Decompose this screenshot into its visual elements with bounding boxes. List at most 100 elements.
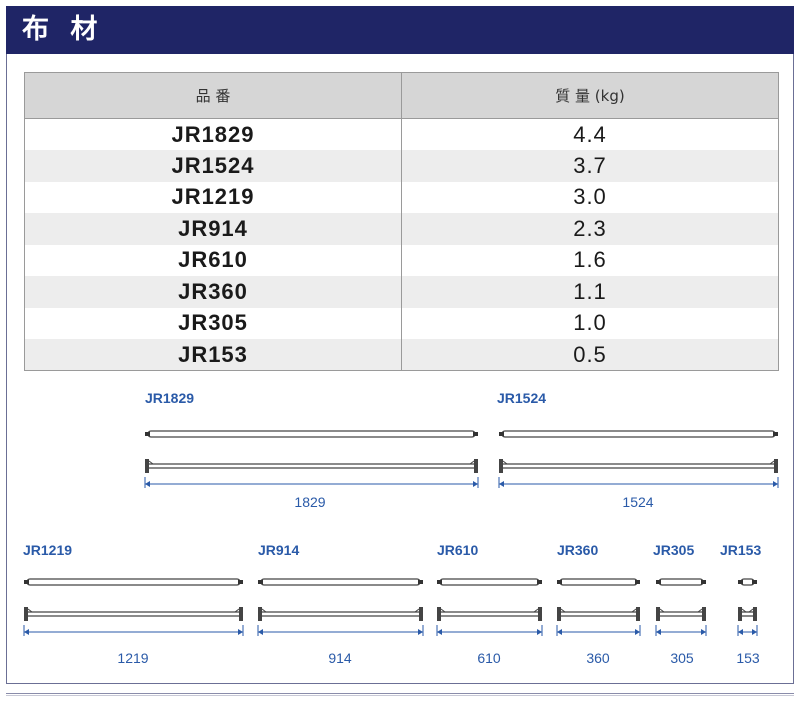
clamp-left: [557, 607, 561, 621]
clamp-hook-left: [741, 608, 747, 613]
dimension-arrow-right: [773, 481, 778, 487]
dimension-1219: 1219: [117, 650, 149, 666]
dimension-arrow-right: [537, 629, 542, 635]
tube-top-view: [147, 430, 476, 438]
clamp-left: [738, 607, 742, 621]
clamp-hook-right: [748, 608, 754, 613]
clamp-left: [656, 607, 660, 621]
part-number-cell: JR153: [24, 339, 402, 371]
dimension-arrow-left: [258, 629, 263, 635]
tube-end-left: [145, 432, 150, 436]
tube-end-left: [656, 580, 661, 584]
clamp-right: [753, 607, 757, 621]
clamp-right: [538, 607, 542, 621]
tube-end-left: [557, 580, 562, 584]
part-number-cell: JR360: [24, 276, 402, 308]
dimension-arrow-left: [24, 629, 29, 635]
dimension-1524: 1524: [622, 494, 654, 510]
part-number-cell: JR1829: [24, 118, 402, 150]
tube-end-right: [238, 580, 243, 584]
table-row: JR1524 3.7: [24, 150, 779, 182]
spec-table: 品 番 質 量 (kg) JR1829 4.4 JR1524 3.7 JR1219 3…: [24, 72, 779, 371]
tube-end-right: [537, 580, 542, 584]
drawing-label-jr610: JR610: [437, 542, 479, 558]
table-row: JR1829 4.4: [24, 118, 779, 150]
dimension-arrow-right: [418, 629, 423, 635]
tube-end-right: [418, 580, 423, 584]
clamp-left: [258, 607, 262, 621]
mass-cell: 1.6: [401, 244, 779, 276]
clamp-hook-left: [659, 608, 665, 613]
tube-top-view: [439, 578, 540, 586]
clamp-hook-right: [533, 608, 539, 613]
dimension-arrow-left: [738, 629, 743, 635]
tube-end-right: [701, 580, 706, 584]
table-row: JR914 2.3: [24, 213, 779, 245]
drawing-label-jr305: JR305: [653, 542, 695, 558]
table-row: JR1219 3.0: [24, 181, 779, 213]
clamp-right: [474, 459, 478, 473]
clamp-hook-left: [148, 460, 154, 465]
table-row: JR610 1.6: [24, 244, 779, 276]
tube-top-view: [501, 430, 776, 438]
tube-top-view: [260, 578, 421, 586]
dimension-arrow-left: [656, 629, 661, 635]
tube-end-left: [738, 580, 743, 584]
part-number-cell: JR1524: [24, 150, 402, 182]
drawing-label-jr1219: JR1219: [23, 542, 73, 558]
dimension-arrow-right: [752, 629, 757, 635]
clamp-hook-right: [414, 608, 420, 613]
dimension-arrow-right: [701, 629, 706, 635]
dimension-arrow-right: [635, 629, 640, 635]
mass-cell: 4.4: [401, 118, 779, 150]
tube-end-left: [24, 580, 29, 584]
clamp-hook-left: [261, 608, 267, 613]
clamp-right: [239, 607, 243, 621]
clamp-hook-right: [697, 608, 703, 613]
clamp-left: [24, 607, 28, 621]
table-row: JR153 0.5: [24, 339, 779, 371]
section-title: 布 材: [6, 6, 794, 54]
mass-cell: 2.3: [401, 213, 779, 245]
drawing-label-jr153: JR153: [720, 542, 762, 558]
table-row: JR360 1.1: [24, 276, 779, 308]
clamp-left: [499, 459, 503, 473]
mass-cell: 0.5: [401, 339, 779, 371]
tube-end-right: [473, 432, 478, 436]
clamp-right: [636, 607, 640, 621]
clamp-left: [437, 607, 441, 621]
clamp-hook-right: [769, 460, 775, 465]
column-header-mass: 質 量 (kg): [401, 72, 779, 119]
dimension-610: 610: [477, 650, 501, 666]
tube-end-right: [773, 432, 778, 436]
clamp-right: [702, 607, 706, 621]
clamp-hook-right: [234, 608, 240, 613]
bottom-divider: [6, 693, 794, 696]
clamp-hook-right: [469, 460, 475, 465]
dimension-arrow-left: [499, 481, 504, 487]
dimension-arrow-left: [437, 629, 442, 635]
part-number-cell: JR610: [24, 244, 402, 276]
table-header-row: 品 番 質 量 (kg): [24, 72, 779, 119]
dimension-914: 914: [328, 650, 352, 666]
dimension-arrow-left: [145, 481, 150, 487]
tube-end-right: [752, 580, 757, 584]
mass-cell: 1.1: [401, 276, 779, 308]
dimension-153: 153: [736, 650, 760, 666]
clamp-hook-left: [27, 608, 33, 613]
clamp-hook-right: [631, 608, 637, 613]
tube-end-right: [635, 580, 640, 584]
tube-end-left: [437, 580, 442, 584]
drawing-label-jr1829: JR1829: [145, 390, 195, 406]
dimension-305: 305: [670, 650, 694, 666]
mass-cell: 1.0: [401, 307, 779, 339]
dimension-1829: 1829: [294, 494, 326, 510]
dimension-arrow-left: [557, 629, 562, 635]
part-number-cell: JR914: [24, 213, 402, 245]
tube-top-view: [26, 578, 241, 586]
part-number-cell: JR305: [24, 307, 402, 339]
part-number-cell: JR1219: [24, 181, 402, 213]
tube-end-left: [258, 580, 263, 584]
clamp-right: [774, 459, 778, 473]
clamp-right: [419, 607, 423, 621]
